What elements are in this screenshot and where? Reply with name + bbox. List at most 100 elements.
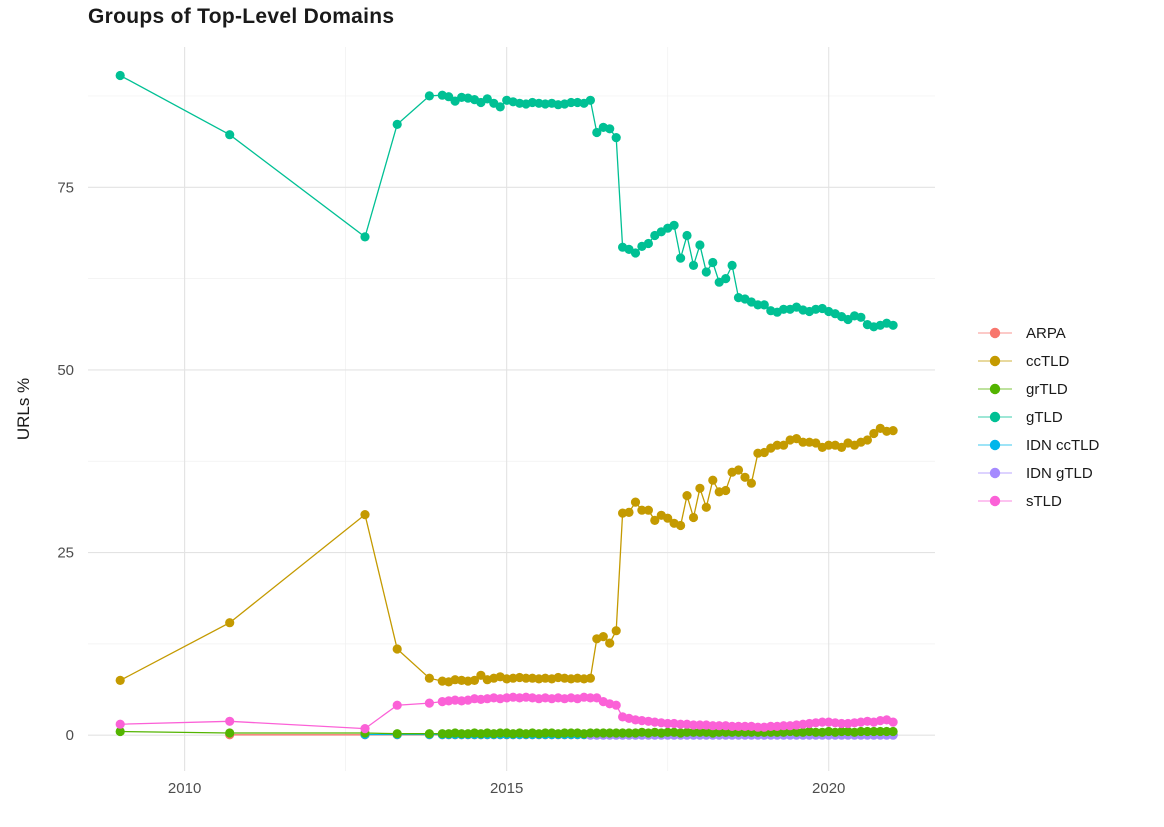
- series-point-sTLD: [714, 721, 724, 731]
- legend-item-sTLD: sTLD: [978, 492, 1099, 510]
- legend-label: sTLD: [1026, 492, 1062, 510]
- series-point-sTLD: [611, 700, 621, 710]
- series-point-ccTLD: [888, 426, 898, 436]
- legend-key-dot: [989, 383, 1001, 395]
- series-point-ccTLD: [650, 515, 660, 526]
- legend-label: IDN gTLD: [1026, 464, 1093, 482]
- series-point-gTLD: [888, 320, 898, 330]
- series-point-ccTLD: [869, 428, 879, 439]
- legend-item-ccTLD: ccTLD: [978, 352, 1099, 370]
- series-point-gTLD: [688, 260, 699, 270]
- series-point-grTLD: [540, 728, 550, 738]
- series-point-grTLD: [392, 729, 402, 739]
- chart-title: Groups of Top-Level Domains: [88, 5, 395, 28]
- series-point-ccTLD: [708, 475, 718, 485]
- series-point-grTLD: [682, 727, 692, 737]
- series-point-sTLD: [424, 698, 434, 708]
- series-point-sTLD: [392, 700, 402, 710]
- series-point-sTLD: [753, 722, 763, 732]
- legend-label: grTLD: [1026, 380, 1068, 398]
- series-point-ccTLD: [392, 644, 402, 654]
- series-point-grTLD: [862, 726, 873, 737]
- series-point-sTLD: [727, 721, 737, 732]
- legend-key-dot: [989, 495, 1001, 507]
- legend-key-icon: [978, 411, 1012, 423]
- series-point-gTLD: [856, 312, 866, 322]
- series-point-grTLD: [714, 727, 724, 737]
- series-point-gTLD: [759, 300, 769, 310]
- legend-key-dot: [989, 411, 1001, 423]
- legend: ARPA ccTLD grTLD gTLD IDN ccTLD IDN gTLD sTLD: [978, 324, 1099, 510]
- series-point-gTLD: [708, 257, 718, 268]
- series-point-grTLD: [869, 726, 879, 737]
- series-point-gTLD: [630, 248, 641, 258]
- y-tick-label: 50: [57, 362, 74, 379]
- series-point-ccTLD: [630, 497, 641, 507]
- series-point-sTLD: [585, 693, 596, 703]
- series-point-grTLD: [605, 728, 615, 738]
- series-point-sTLD: [837, 718, 847, 729]
- series-point-sTLD: [766, 721, 776, 732]
- series-point-sTLD: [779, 721, 789, 731]
- series-point-gTLD: [360, 232, 370, 242]
- series-point-ccTLD: [695, 483, 705, 493]
- x-tick-label: 2010: [168, 780, 201, 797]
- series-point-gTLD: [495, 102, 505, 112]
- series-point-grTLD: [225, 728, 235, 738]
- series-point-ccTLD: [811, 438, 821, 448]
- series-point-sTLD: [817, 717, 827, 727]
- series-point-grTLD: [695, 727, 705, 737]
- series-point-grTLD: [495, 728, 505, 738]
- series-point-grTLD: [560, 728, 570, 738]
- series-point-ccTLD: [798, 437, 808, 447]
- series-point-ccTLD: [663, 513, 673, 523]
- series-point-sTLD: [708, 721, 718, 731]
- legend-key-icon: [978, 383, 1012, 395]
- legend-key-icon: [978, 467, 1012, 479]
- series-point-sTLD: [663, 718, 673, 729]
- series-point-gTLD: [701, 267, 711, 277]
- series-point-ccTLD: [733, 465, 744, 475]
- series-point-grTLD: [624, 728, 634, 738]
- series-point-grTLD: [837, 726, 847, 737]
- series-point-ccTLD: [759, 447, 769, 458]
- series-point-ccTLD: [605, 638, 615, 648]
- series-point-ccTLD: [740, 472, 750, 482]
- series-point-grTLD: [115, 726, 125, 737]
- series-point-ccTLD: [837, 442, 847, 452]
- series-point-gTLD: [695, 240, 705, 250]
- series-point-ccTLD: [772, 440, 782, 450]
- series-point-gTLD: [753, 300, 763, 310]
- series-point-ccTLD: [624, 507, 634, 517]
- series-point-ccTLD: [824, 440, 834, 450]
- legend-key-dot: [989, 467, 1001, 479]
- legend-item-ARPA: ARPA: [978, 324, 1099, 342]
- series-point-grTLD: [437, 729, 447, 739]
- series-point-ccTLD: [637, 505, 647, 515]
- series-point-ccTLD: [862, 435, 873, 445]
- series-point-grTLD: [888, 726, 898, 737]
- series-point-sTLD: [676, 719, 686, 729]
- series-point-grTLD: [611, 728, 621, 738]
- series-point-gTLD: [585, 95, 596, 105]
- series-point-gTLD: [566, 97, 576, 108]
- series-point-grTLD: [457, 729, 467, 739]
- legend-key-dot: [989, 327, 1001, 339]
- legend-item-IDN-gTLD: IDN gTLD: [978, 464, 1099, 482]
- series-point-grTLD: [875, 726, 885, 737]
- series-point-gTLD: [392, 119, 402, 129]
- series-point-sTLD: [740, 721, 750, 732]
- legend-key-icon: [978, 355, 1012, 367]
- series-point-ccTLD: [688, 512, 699, 523]
- series-point-grTLD: [882, 726, 892, 737]
- series-point-ccTLD: [721, 485, 731, 496]
- legend-key-dot: [989, 355, 1001, 367]
- y-tick-label: 75: [57, 179, 74, 196]
- series-point-ccTLD: [701, 502, 711, 512]
- legend-label: IDN ccTLD: [1026, 436, 1100, 454]
- series-point-ccTLD: [682, 491, 692, 501]
- series-point-gTLD: [676, 253, 686, 263]
- series-point-grTLD: [856, 726, 866, 737]
